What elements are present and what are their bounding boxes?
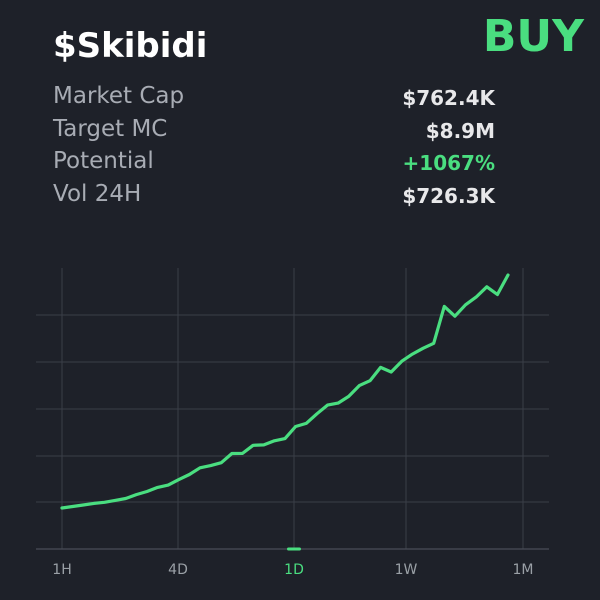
stat-value-vol-24h: $726.3K xyxy=(402,183,495,208)
price-line xyxy=(60,273,510,510)
stat-label-vol-24h: Vol 24H xyxy=(53,180,142,207)
stat-row-market-cap: Market Cap $762.4K xyxy=(53,80,495,113)
timeframe-1h[interactable]: 1H xyxy=(52,562,71,578)
stat-row-target-mc: Target MC $8.9M xyxy=(53,113,495,146)
stat-row-potential: Potential +1067% xyxy=(53,145,495,178)
stat-value-target-mc: $8.9M xyxy=(425,118,495,143)
timeframe-1m[interactable]: 1M xyxy=(513,562,534,578)
timeframe-1w[interactable]: 1W xyxy=(395,562,418,578)
active-timeframe-indicator xyxy=(287,547,301,551)
stats-panel: Market Cap $762.4K Target MC $8.9M Poten… xyxy=(53,80,495,210)
chart-grid xyxy=(36,268,549,549)
buy-button[interactable]: BUY xyxy=(482,11,584,62)
stat-row-vol-24h: Vol 24H $726.3K xyxy=(53,178,495,211)
stat-value-market-cap: $762.4K xyxy=(402,86,495,110)
stat-label-market-cap: Market Cap xyxy=(53,83,185,109)
stat-label-potential: Potential xyxy=(53,148,154,174)
stat-label-target-mc: Target MC xyxy=(53,115,168,142)
timeframe-4d[interactable]: 4D xyxy=(168,562,188,578)
token-name: $Skibidi xyxy=(53,26,208,66)
timeframe-1d[interactable]: 1D xyxy=(284,562,304,578)
chart-x-ticks: 1H 4D 1D 1W 1M xyxy=(52,547,534,578)
chart-line-layer xyxy=(60,273,510,510)
stat-value-potential: +1067% xyxy=(402,151,495,175)
